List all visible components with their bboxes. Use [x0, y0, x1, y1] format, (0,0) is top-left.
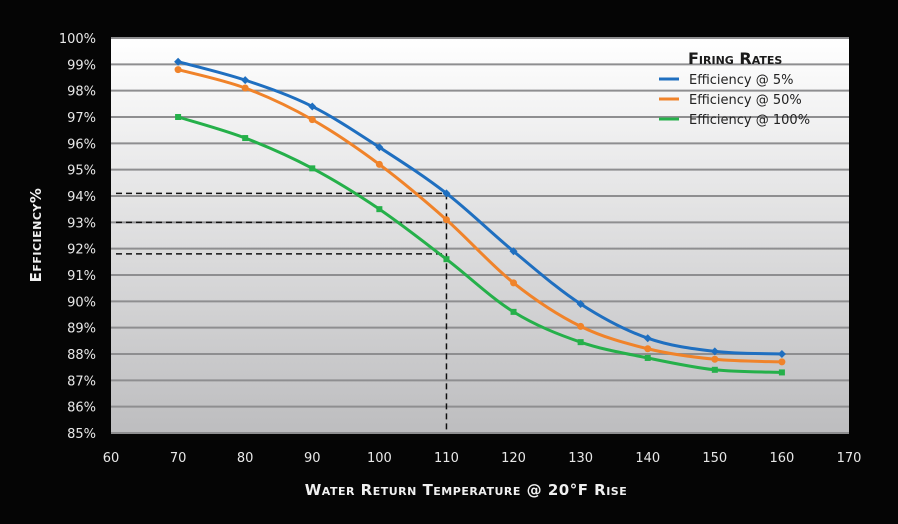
legend-label: Efficiency @ 50% [689, 93, 802, 108]
y-tick-label: 99% [67, 58, 96, 73]
x-tick-label: 60 [103, 451, 120, 466]
data-point [375, 160, 383, 168]
x-tick-label: 140 [635, 451, 660, 466]
data-point [309, 165, 316, 172]
x-tick-label: 80 [237, 451, 254, 466]
y-tick-label: 92% [67, 243, 96, 258]
data-point [376, 206, 383, 213]
y-tick-label: 94% [67, 190, 96, 205]
y-tick-label: 95% [67, 164, 96, 179]
data-point [711, 366, 718, 373]
legend-label: Efficiency @ 100% [689, 113, 810, 128]
x-axis-title: Water Return Temperature @ 20°F Rise [305, 481, 628, 499]
data-point [510, 308, 517, 315]
y-tick-label: 93% [67, 216, 96, 231]
data-point [241, 84, 249, 92]
y-tick-label: 89% [67, 322, 96, 337]
data-point [577, 339, 584, 346]
y-tick-label: 88% [67, 348, 96, 363]
x-tick-label: 130 [568, 451, 593, 466]
y-tick-label: 90% [67, 295, 96, 310]
data-point [710, 347, 719, 356]
data-point [442, 216, 450, 224]
data-point [576, 299, 585, 308]
y-tick-label: 86% [67, 401, 96, 416]
y-tick-label: 98% [67, 85, 96, 100]
y-tick-label: 87% [67, 374, 96, 389]
data-point [778, 369, 785, 376]
x-tick-label: 90 [304, 451, 321, 466]
data-point [644, 354, 651, 361]
x-tick-label: 120 [501, 451, 526, 466]
y-tick-label: 97% [67, 111, 96, 126]
data-point [375, 143, 384, 152]
data-point [778, 358, 786, 366]
x-tick-label: 160 [769, 451, 794, 466]
data-point [443, 256, 450, 263]
data-point [509, 247, 518, 256]
data-point [777, 350, 786, 358]
data-point [308, 116, 316, 124]
x-tick-label: 100 [367, 451, 392, 466]
x-tick-label: 150 [702, 451, 727, 466]
data-point [711, 355, 719, 363]
data-point [643, 334, 652, 343]
series-line [177, 60, 782, 356]
plot-area [111, 38, 849, 433]
y-axis-title: Efficiency% [27, 188, 45, 283]
series-line [177, 115, 782, 374]
data-point [242, 135, 249, 142]
data-point [174, 66, 182, 74]
y-tick-label: 85% [67, 427, 96, 442]
data-point [577, 322, 585, 330]
x-tick-label: 70 [170, 451, 187, 466]
y-tick-label: 91% [67, 269, 96, 284]
data-point [510, 279, 518, 287]
data-point [174, 57, 183, 66]
data-point [308, 102, 317, 111]
legend-title: Firing Rates [688, 49, 782, 68]
data-point [175, 114, 182, 120]
x-tick-label: 170 [837, 451, 862, 466]
y-tick-label: 96% [67, 137, 96, 152]
data-point [241, 76, 250, 85]
data-point [644, 345, 652, 353]
y-tick-label: 100% [59, 32, 96, 47]
data-point [442, 189, 451, 198]
x-tick-label: 110 [434, 451, 459, 466]
legend: Firing Rates Efficiency @ 5% Efficiency @… [659, 49, 810, 128]
legend-label: Efficiency @ 5% [689, 73, 794, 88]
series-line [177, 68, 782, 364]
